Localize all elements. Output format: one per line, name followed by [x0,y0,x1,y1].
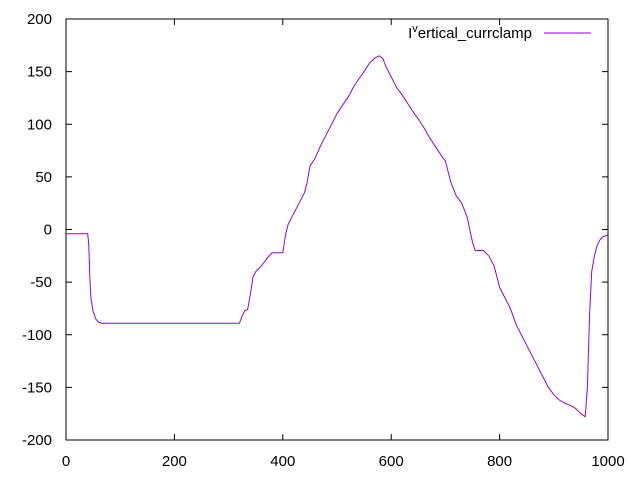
y-tick-label: -150 [22,379,52,396]
legend: Ivertical_currclamp [408,23,591,42]
legend-label-rest: ertical_currclamp [418,25,532,42]
x-tick-label: 800 [487,453,512,470]
legend-label-main: I [408,25,412,42]
x-axis-ticks: 0 200 400 600 800 1000 [62,19,625,470]
y-axis-ticks: -200 -150 -100 -50 0 50 100 150 200 [22,11,608,449]
y-tick-label: 150 [27,64,52,81]
plot-frame [65,18,609,441]
series-layer [66,55,609,418]
y-tick-label: 200 [27,11,52,28]
y-tick-label: 50 [35,169,52,186]
y-tick-label: 100 [27,116,52,133]
x-tick-label: 0 [62,453,70,470]
y-tick-label: -100 [22,327,52,344]
x-tick-label: 200 [162,453,187,470]
x-tick-label: 600 [379,453,404,470]
x-tick-label: 1000 [591,453,624,470]
y-tick-label: 0 [44,222,52,239]
x-tick-label: 400 [270,453,295,470]
legend-label-sup: v [412,23,418,35]
series-line [66,55,609,418]
legend-label: Ivertical_currclamp [408,23,532,42]
y-tick-label: -50 [30,274,52,291]
y-tick-label: -200 [22,432,52,449]
